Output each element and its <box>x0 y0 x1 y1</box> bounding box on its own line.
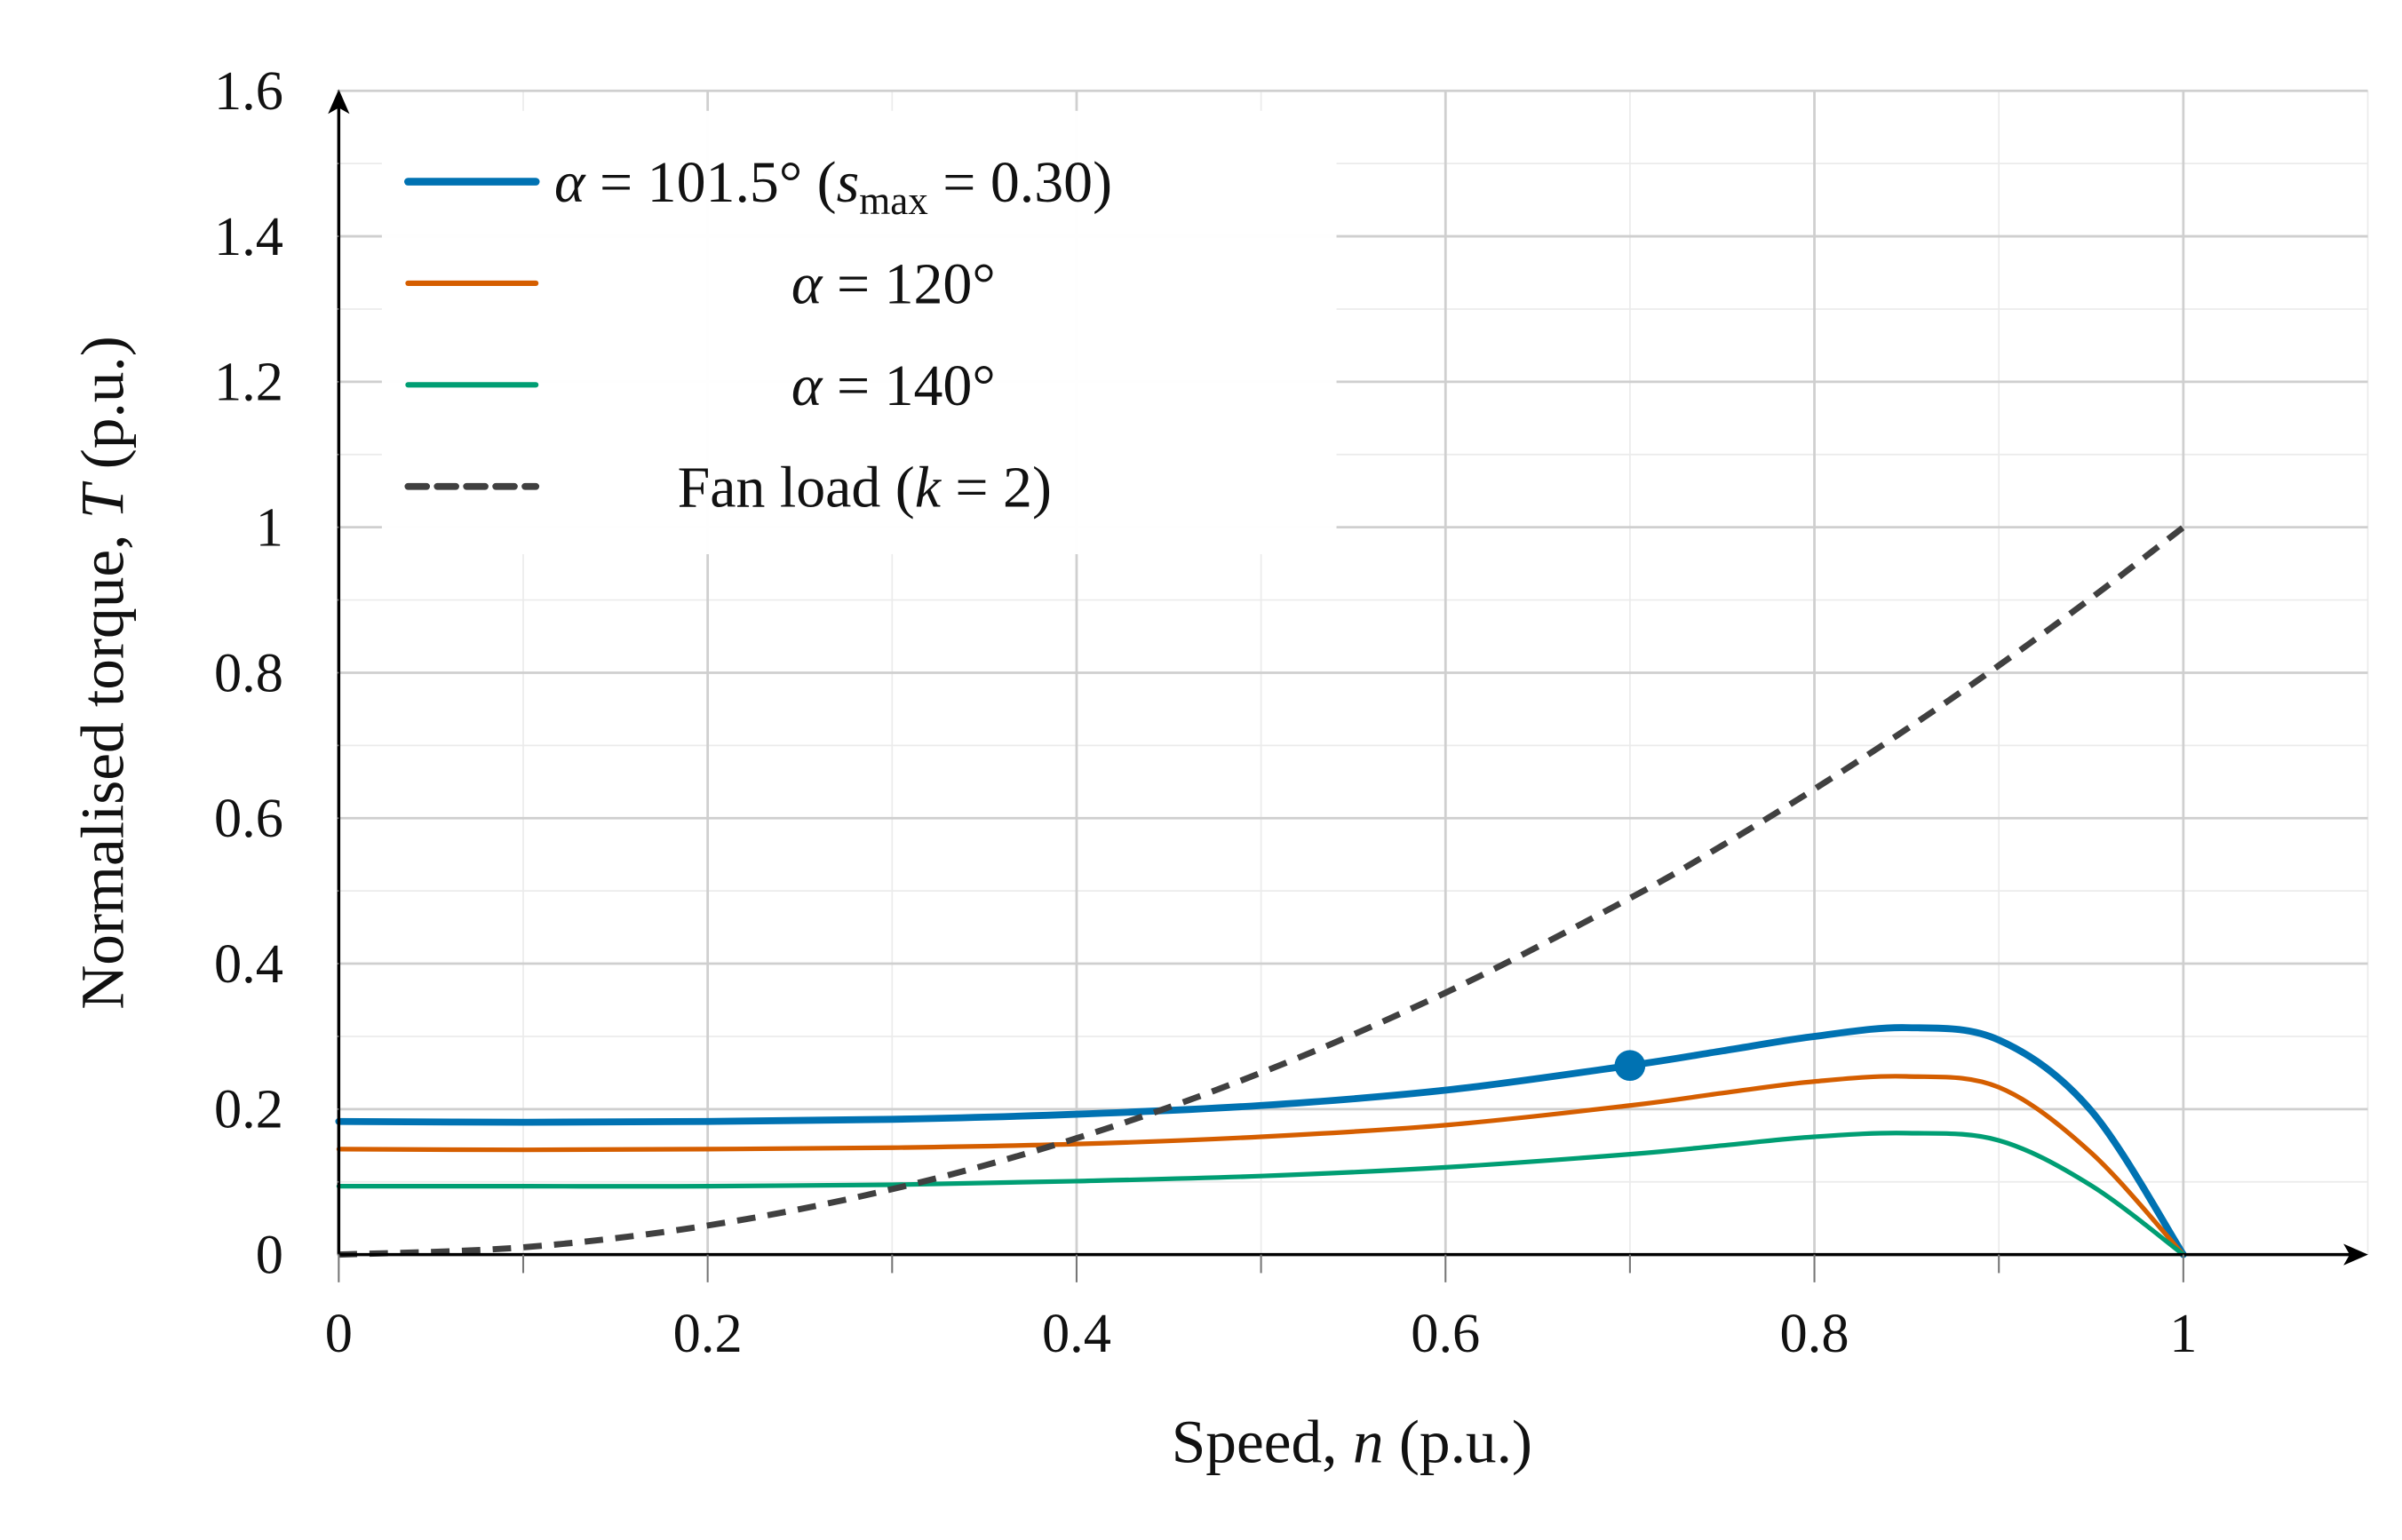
x-tick-label: 0.8 <box>1780 1303 1849 1364</box>
y-axis-label: Normalised torque, T (p.u.) <box>68 336 137 1010</box>
x-axis-arrow-icon <box>2343 1243 2368 1266</box>
series-line-0 <box>335 1024 2187 1258</box>
y-tick-label: 0.6 <box>214 788 283 849</box>
legend-label-3: Fan load (k = 2) <box>678 455 1052 520</box>
y-tick-label: 1.6 <box>214 60 283 122</box>
y-tick-label: 1 <box>256 496 283 558</box>
tick-labels: 0 0.2 0.4 0.6 0.8 1 0 0.2 0.4 0.6 0.8 1 1.2 1.4 1.6 <box>214 60 2197 1364</box>
series-line-3 <box>338 524 2185 1258</box>
series-layer <box>335 524 2187 1258</box>
x-tick-label: 0 <box>325 1303 353 1364</box>
operating-point-marker <box>1614 1050 1646 1082</box>
x-tick-label: 1 <box>2169 1303 2197 1364</box>
y-axis-arrow-icon <box>328 89 350 115</box>
x-tick-label: 0.6 <box>1411 1303 1480 1364</box>
y-tick-label: 0 <box>256 1224 283 1285</box>
y-tick-label: 0.8 <box>214 642 283 703</box>
series-line-2 <box>336 1131 2186 1258</box>
legend: α = 101.5° (smax = 0.30) α = 120° α = 14… <box>381 110 1337 554</box>
x-tick-label: 0.2 <box>673 1303 743 1364</box>
x-tick-label: 0.4 <box>1042 1303 1111 1364</box>
y-tick-label: 1.2 <box>214 352 283 413</box>
legend-box <box>381 110 1337 554</box>
series-line-1 <box>336 1074 2186 1258</box>
y-tick-label: 1.4 <box>214 206 283 267</box>
legend-label-2: α = 140° <box>791 353 996 418</box>
axes <box>328 89 2368 1266</box>
legend-label-0: α = 101.5° (smax = 0.30) <box>554 150 1112 223</box>
y-tick-label: 0.4 <box>214 933 283 995</box>
legend-label-1: α = 120° <box>791 251 996 316</box>
y-tick-label: 0.2 <box>214 1079 283 1140</box>
x-axis-label: Speed, n (p.u.) <box>1172 1408 1532 1476</box>
